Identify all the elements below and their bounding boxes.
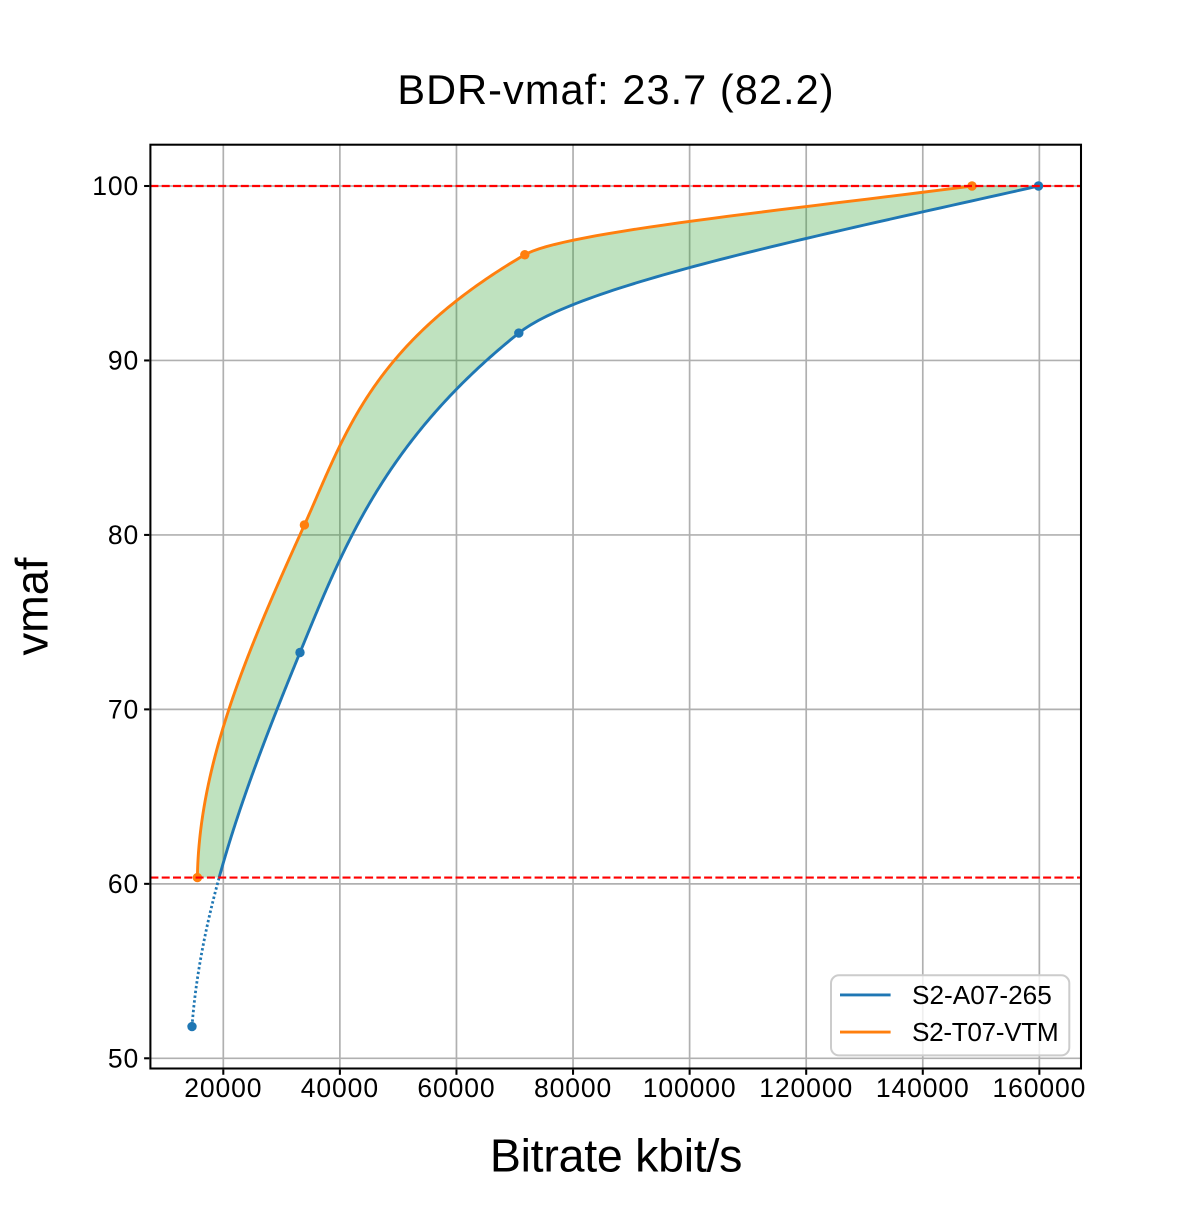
svg-text:S2-T07-VTM: S2-T07-VTM — [912, 1017, 1058, 1047]
svg-text:60: 60 — [108, 869, 139, 899]
svg-text:120000: 120000 — [759, 1073, 853, 1103]
svg-text:BDR-vmaf: 23.7 (82.2): BDR-vmaf: 23.7 (82.2) — [397, 66, 834, 113]
svg-text:140000: 140000 — [876, 1073, 970, 1103]
svg-text:100000: 100000 — [643, 1073, 737, 1103]
svg-text:20000: 20000 — [184, 1073, 262, 1103]
svg-text:vmaf: vmaf — [7, 557, 58, 655]
svg-text:80000: 80000 — [534, 1073, 612, 1103]
svg-text:80: 80 — [108, 520, 139, 550]
svg-text:90: 90 — [108, 346, 139, 376]
svg-text:70: 70 — [108, 694, 139, 724]
svg-text:40000: 40000 — [301, 1073, 379, 1103]
svg-text:100: 100 — [92, 171, 139, 201]
svg-text:S2-A07-265: S2-A07-265 — [912, 980, 1052, 1010]
svg-text:60000: 60000 — [417, 1073, 495, 1103]
svg-text:Bitrate kbit/s: Bitrate kbit/s — [490, 1130, 742, 1182]
svg-text:50: 50 — [108, 1043, 139, 1073]
svg-text:160000: 160000 — [992, 1073, 1086, 1103]
